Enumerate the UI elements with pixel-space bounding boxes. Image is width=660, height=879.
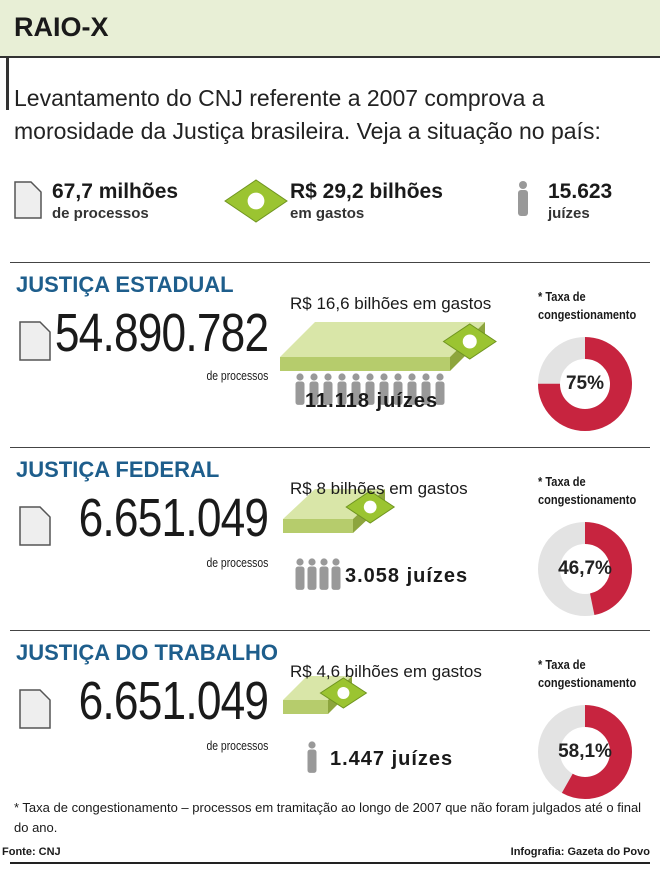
header-band (0, 0, 660, 58)
money-icon (319, 677, 368, 709)
coin (337, 687, 350, 699)
person-body (379, 381, 389, 405)
accent-bar (6, 58, 9, 110)
person-head (296, 558, 304, 566)
summary-caption: em gastos (290, 205, 365, 222)
person-body (393, 381, 403, 405)
source: Fonte: CNJ (2, 846, 61, 858)
document-icon (19, 321, 51, 361)
coin (363, 500, 377, 514)
processes: 54.890.782 (54, 303, 269, 363)
person-head (310, 373, 318, 381)
donut-arc (538, 705, 632, 799)
donut-label: 75% (566, 373, 604, 394)
person-body (407, 381, 417, 405)
person-head (394, 373, 402, 381)
section-rule (10, 262, 650, 263)
rate-note: * Taxa de congestionamento (538, 474, 637, 507)
person-body (307, 749, 317, 773)
person-head (320, 558, 328, 566)
person-body (421, 381, 431, 405)
money-stack-front (283, 700, 328, 714)
summary-caption: juízes (548, 205, 590, 222)
person-head (352, 373, 360, 381)
donut-arc (538, 522, 632, 616)
person-body (295, 381, 305, 405)
section-rule (10, 447, 650, 448)
spending: R$ 16,6 bilhões em gastos (290, 294, 492, 313)
summary-value: 15.623 (548, 180, 613, 203)
person-body (351, 381, 361, 405)
judges: 3.058 juízes (345, 565, 469, 587)
money-icon (224, 179, 288, 223)
coin (247, 192, 265, 210)
document-icon (14, 181, 42, 219)
person-head (366, 373, 374, 381)
money-stack-front (283, 519, 353, 533)
processes: 6.651.049 (78, 488, 268, 548)
money-stack-top (280, 322, 485, 357)
person-head (338, 373, 346, 381)
section-title: JUSTIÇA FEDERAL (16, 457, 220, 482)
summary-caption: de processos (52, 205, 149, 222)
donut-arc (538, 337, 632, 431)
person-body (435, 381, 445, 405)
person-body (307, 566, 317, 590)
person-head (436, 373, 444, 381)
donut-label: 46,7% (558, 558, 612, 579)
person-body (295, 566, 305, 590)
person-head (422, 373, 430, 381)
processes: 6.651.049 (78, 671, 268, 731)
credit: Infografia: Gazeta do Povo (510, 846, 650, 858)
document-icon (19, 506, 51, 546)
judges: 11.118 juízes (305, 390, 439, 412)
person-head (380, 373, 388, 381)
summary-value: R$ 29,2 bilhões (290, 180, 443, 203)
intro: Levantamento do CNJ referente a 2007 com… (14, 85, 601, 144)
document-icon (19, 689, 51, 729)
section-title: JUSTIÇA DO TRABALHO (16, 640, 278, 665)
processes-caption: de processos (206, 738, 268, 753)
spending: R$ 8 bilhões em gastos (290, 479, 468, 498)
donut-label: 58,1% (558, 741, 612, 762)
processes-caption: de processos (206, 555, 268, 570)
person-body (319, 566, 329, 590)
processes-caption: de processos (206, 368, 268, 383)
person-head (308, 741, 316, 749)
money-icon (442, 323, 497, 360)
summary-value: 67,7 milhões (52, 180, 179, 203)
person-body (309, 381, 319, 405)
title: RAIO-X (14, 12, 109, 42)
person-body (331, 566, 341, 590)
footnote: * Taxa de congestionamento – processos e… (14, 800, 642, 835)
person-body (323, 381, 333, 405)
coin (462, 334, 477, 349)
money-icon (345, 490, 396, 524)
person-head (408, 373, 416, 381)
person-head (519, 181, 527, 189)
bottom-rule (10, 862, 650, 864)
person-head (332, 558, 340, 566)
rate-note: * Taxa de congestionamento (538, 657, 637, 690)
person-body (518, 190, 528, 216)
person-body (365, 381, 375, 405)
person-head (308, 558, 316, 566)
judges: 1.447 juízes (330, 748, 454, 770)
person-head (296, 373, 304, 381)
money-stack-top (283, 676, 352, 700)
rate-note: * Taxa de congestionamento (538, 289, 637, 322)
person-body (337, 381, 347, 405)
spending: R$ 4,6 bilhões em gastos (290, 662, 482, 681)
section-title: JUSTIÇA ESTADUAL (16, 272, 234, 297)
money-stack-front (280, 357, 450, 371)
person-head (324, 373, 332, 381)
section-rule (10, 630, 650, 631)
